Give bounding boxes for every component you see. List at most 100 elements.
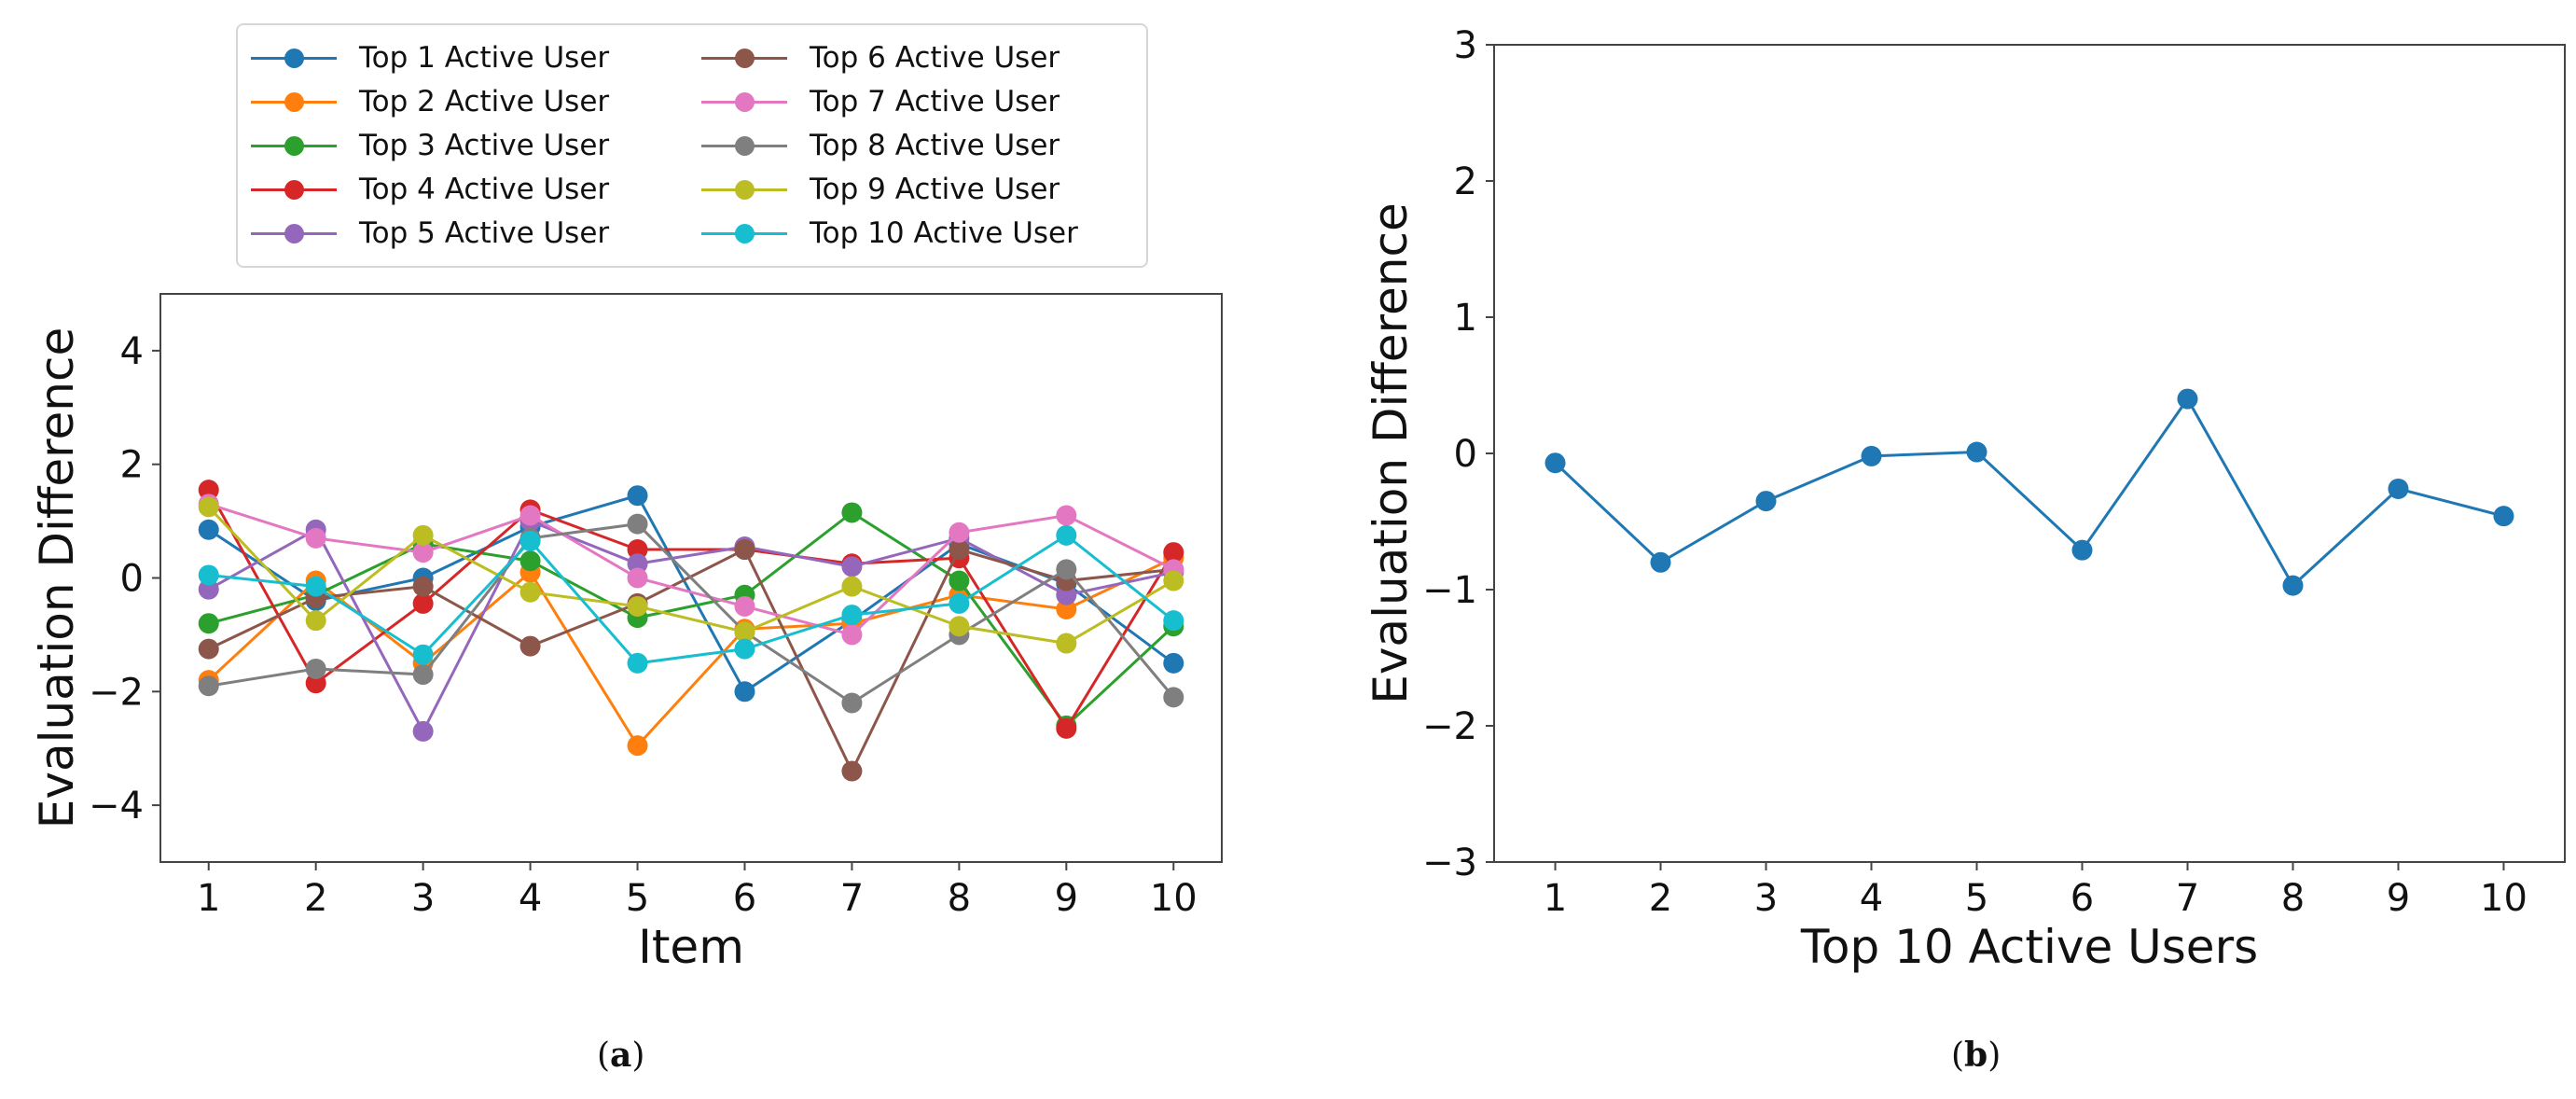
- data-point: [412, 542, 434, 563]
- data-point: [198, 496, 219, 518]
- y-tick-label: 2: [120, 444, 144, 487]
- data-point: [841, 605, 863, 626]
- data-point: [1650, 551, 1671, 573]
- legend-item: Top 4 Active User: [251, 167, 683, 211]
- legend-label: Top 5 Active User: [359, 216, 610, 250]
- series-line: [207, 519, 1174, 735]
- series-5: [198, 510, 1184, 742]
- data-point: [1163, 687, 1184, 708]
- series-4: [198, 480, 1184, 739]
- y-tick-label: −2: [1422, 705, 1477, 748]
- legend-label: Top 10 Active User: [810, 216, 1078, 250]
- legend-label: Top 8 Active User: [810, 128, 1060, 162]
- series-line: [207, 506, 1175, 646]
- caption-b: (b): [1951, 1036, 2001, 1075]
- data-point: [412, 720, 434, 742]
- x-axis-label: Item: [638, 920, 744, 974]
- data-point: [949, 592, 970, 614]
- legend-item: Top 1 Active User: [251, 36, 683, 80]
- legend-swatch-icon: [701, 223, 787, 243]
- data-point: [841, 556, 863, 577]
- data-point: [198, 613, 219, 634]
- data-point: [519, 581, 541, 603]
- data-point: [734, 681, 755, 703]
- legend-label: Top 3 Active User: [359, 128, 610, 162]
- data-point: [1966, 441, 1987, 463]
- data-point: [1056, 717, 1077, 739]
- series-line: [208, 522, 1175, 705]
- legend-swatch-icon: [701, 135, 787, 156]
- data-point: [734, 621, 755, 643]
- series-line: [207, 489, 1175, 731]
- legend-label: Top 2 Active User: [359, 85, 610, 119]
- x-tick-label: 6: [733, 877, 756, 920]
- x-tick-label: 8: [948, 877, 971, 920]
- data-point: [1163, 610, 1184, 632]
- data-point: [2388, 478, 2409, 499]
- data-point: [198, 578, 219, 600]
- x-tick-label: 2: [1649, 877, 1672, 920]
- data-point: [841, 760, 863, 782]
- legend-item: Top 6 Active User: [701, 36, 1133, 80]
- x-tick-label: 3: [1754, 877, 1778, 920]
- x-tick-label: 5: [1965, 877, 1988, 920]
- data-point: [412, 644, 434, 665]
- data-point: [1056, 598, 1077, 619]
- x-tick-label: 4: [1860, 877, 1883, 920]
- x-tick-label: 5: [626, 877, 649, 920]
- x-tick-label: 1: [197, 877, 220, 920]
- y-tick-label: −4: [89, 785, 144, 828]
- y-tick-label: 3: [1454, 24, 1477, 67]
- data-point: [519, 530, 541, 551]
- x-tick-label: 9: [1055, 877, 1078, 920]
- legend-item: Top 3 Active User: [251, 124, 683, 168]
- data-point: [305, 610, 326, 632]
- legend-label: Top 4 Active User: [359, 172, 610, 206]
- legend-swatch-icon: [251, 92, 337, 113]
- data-point: [519, 550, 541, 572]
- caption-a-letter: a: [610, 1036, 632, 1075]
- data-point: [734, 595, 755, 617]
- data-point: [949, 616, 970, 637]
- y-tick-label: −1: [1422, 569, 1477, 612]
- data-point: [627, 513, 648, 535]
- series-1: [1544, 388, 2514, 596]
- legend-label: Top 6 Active User: [810, 41, 1060, 76]
- data-point: [949, 539, 970, 561]
- x-tick-label: 9: [2387, 877, 2410, 920]
- data-point: [627, 539, 648, 561]
- data-point: [949, 570, 970, 591]
- y-tick-label: 0: [120, 558, 144, 601]
- data-point: [627, 652, 648, 674]
- legend: Top 1 Active User Top 2 Active User Top 3 …: [236, 23, 1148, 268]
- series-9: [198, 496, 1184, 654]
- data-point: [305, 673, 326, 694]
- data-point: [1056, 633, 1077, 654]
- legend-label: Top 1 Active User: [359, 41, 610, 76]
- data-point: [627, 735, 648, 757]
- data-point: [198, 675, 219, 697]
- legend-swatch-icon: [701, 179, 787, 200]
- caption-a: (a): [597, 1036, 645, 1075]
- y-tick-label: 2: [1454, 160, 1477, 203]
- legend-label: Top 7 Active User: [810, 85, 1060, 119]
- data-point: [198, 564, 219, 586]
- legend-item: Top 7 Active User: [701, 80, 1133, 124]
- data-point: [305, 658, 326, 679]
- data-point: [412, 592, 434, 614]
- x-tick-label: 4: [519, 877, 542, 920]
- y-axis-label: Evaluation Difference: [30, 327, 84, 828]
- data-point: [1755, 491, 1777, 512]
- x-axis-label: Top 10 Active Users: [1800, 920, 2258, 974]
- x-tick-label: 7: [2176, 877, 2199, 920]
- data-point: [1056, 524, 1077, 546]
- series-line: [208, 533, 1175, 665]
- legend-item: Top 5 Active User: [251, 211, 683, 255]
- data-point: [2282, 575, 2304, 596]
- series-7: [198, 494, 1184, 646]
- legend-item: Top 8 Active User: [701, 124, 1133, 168]
- data-point: [841, 502, 863, 523]
- legend-swatch-icon: [701, 49, 787, 69]
- x-tick-label: 3: [411, 877, 435, 920]
